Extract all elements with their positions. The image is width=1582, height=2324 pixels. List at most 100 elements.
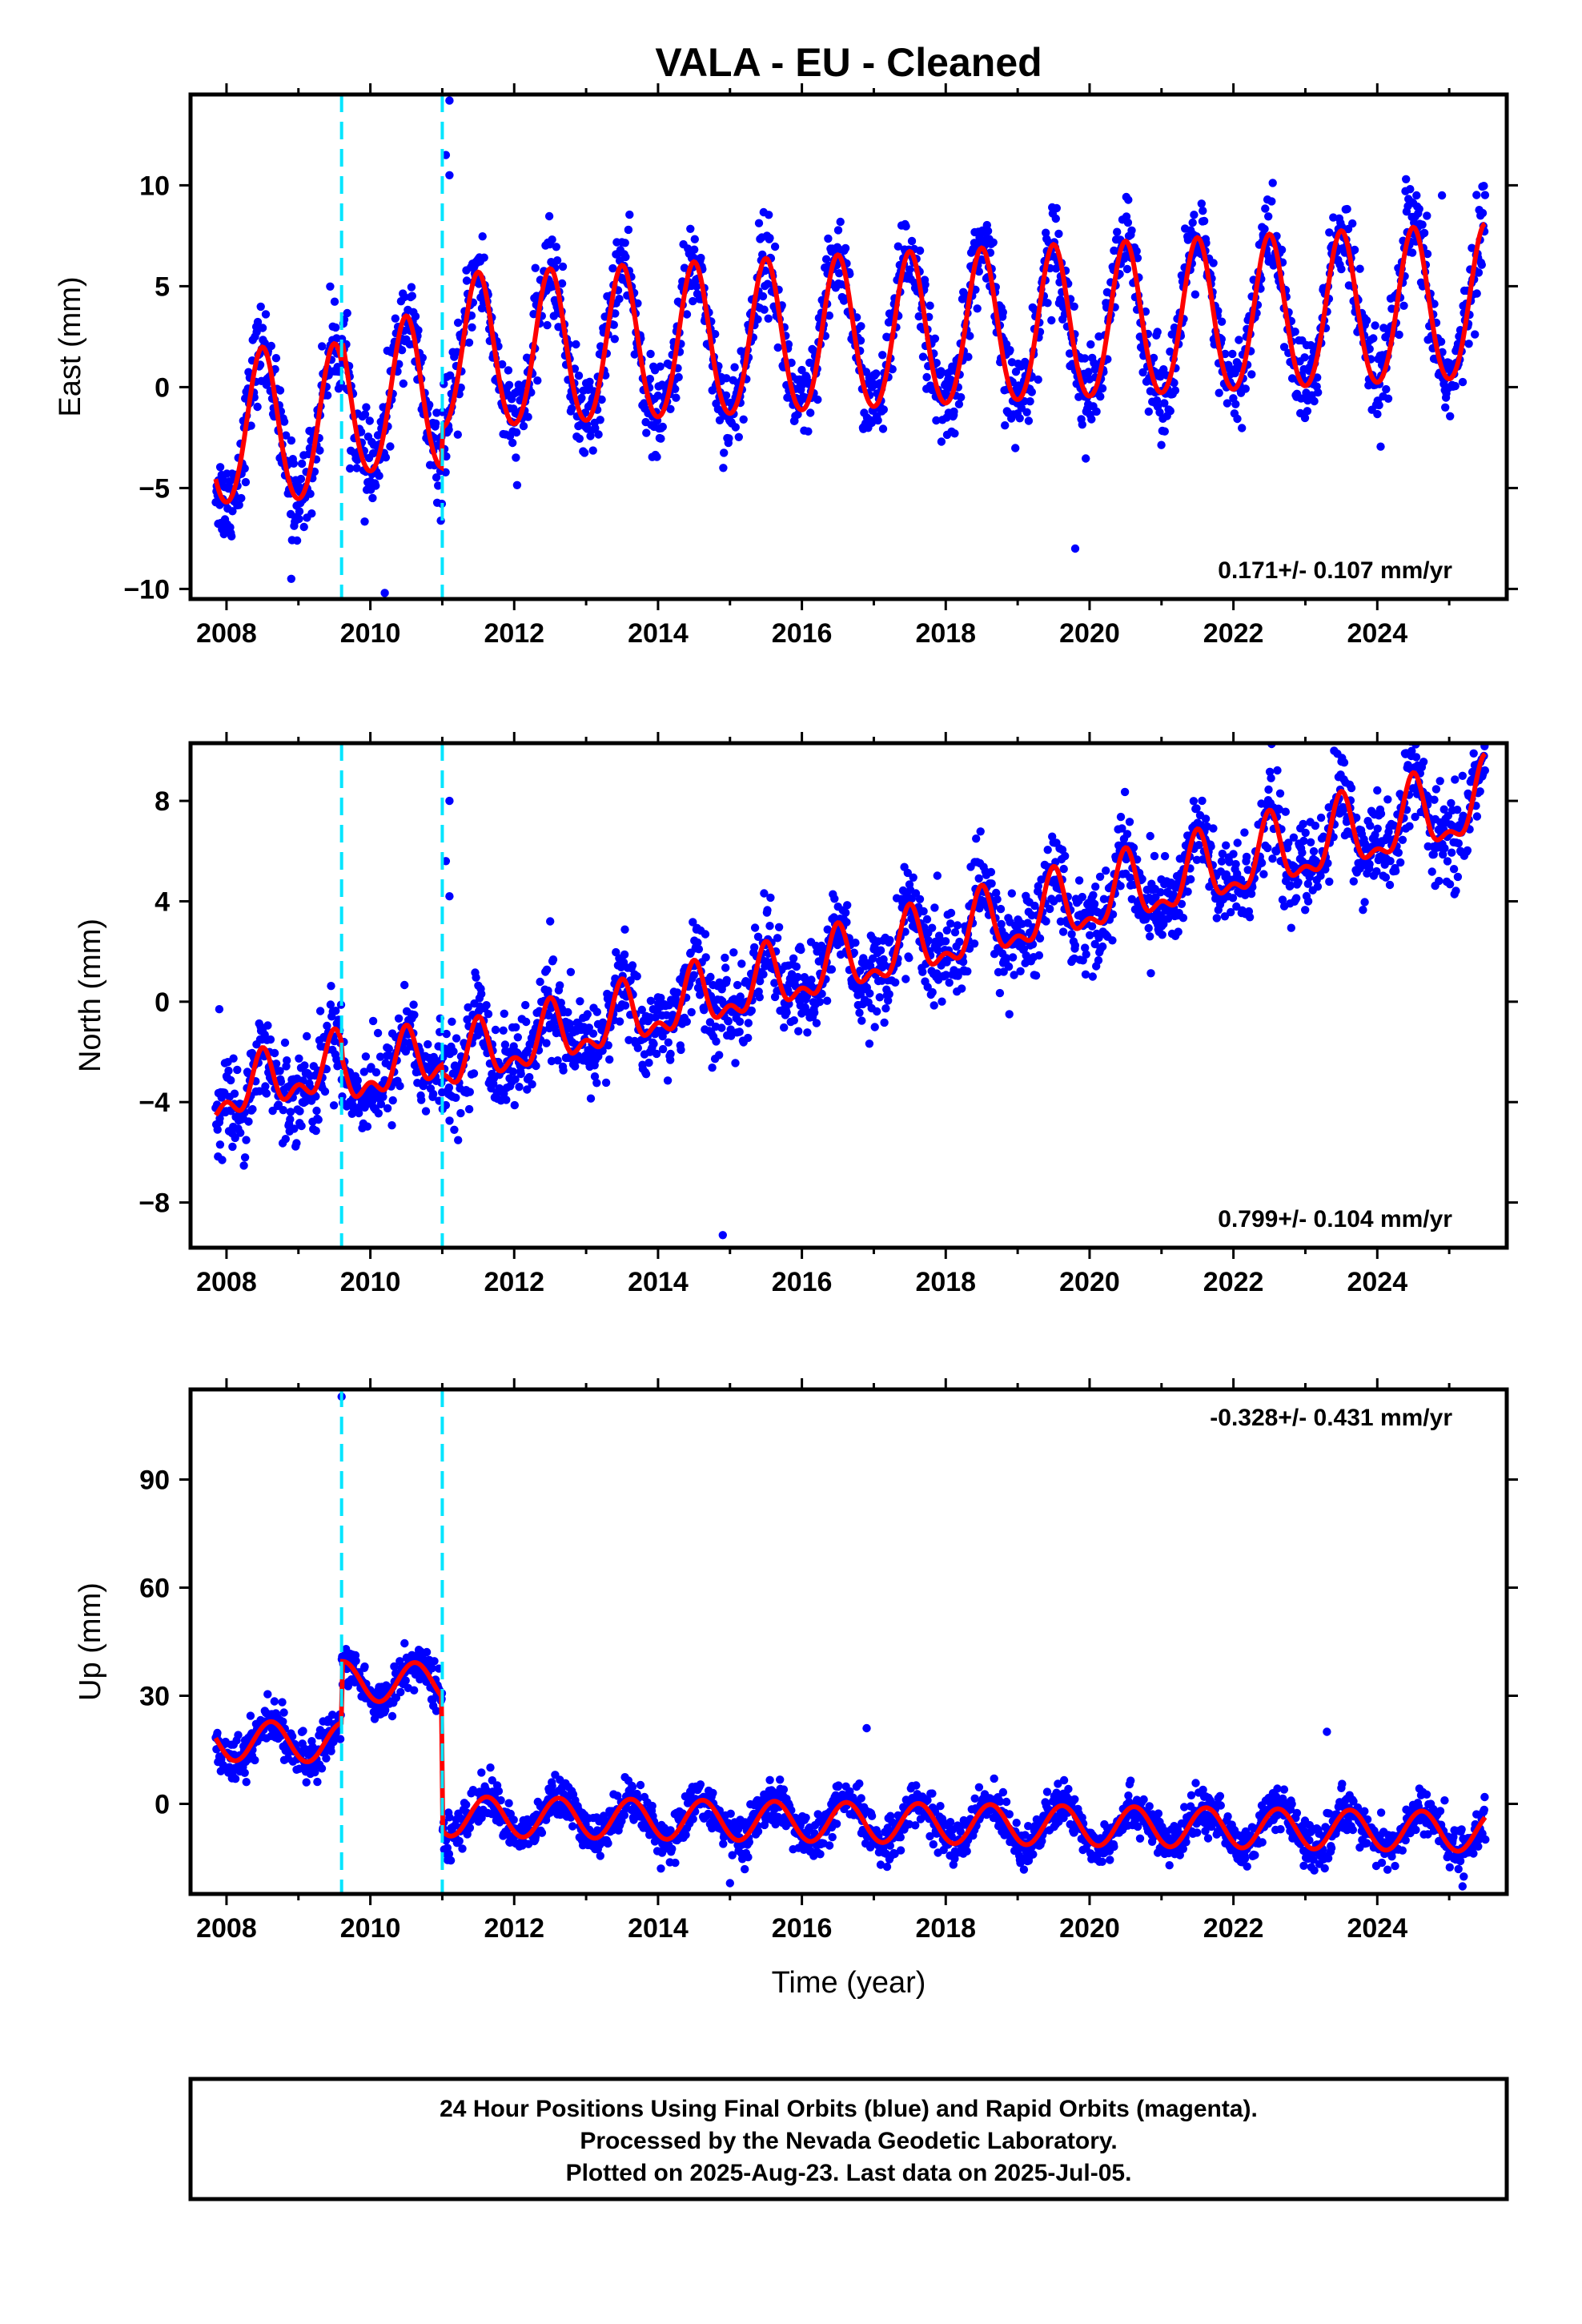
data-point: [1098, 942, 1107, 951]
data-point: [1394, 848, 1403, 858]
data-point: [1259, 870, 1268, 879]
data-point: [270, 1048, 279, 1058]
data-point: [1480, 766, 1490, 775]
x-tick-label: 2024: [1347, 1267, 1407, 1297]
data-point: [813, 947, 821, 956]
data-point: [620, 925, 629, 934]
data-point: [1035, 934, 1045, 943]
data-point: [299, 1727, 307, 1735]
data-point: [314, 1116, 323, 1124]
data-point: [1309, 846, 1319, 856]
data-point: [855, 1008, 864, 1017]
data-point: [548, 235, 556, 244]
data-point: [972, 834, 981, 843]
data-point: [1001, 421, 1010, 430]
data-point: [374, 1109, 383, 1118]
data-point: [1144, 407, 1154, 416]
data-point: [430, 1657, 439, 1666]
data-point: [256, 302, 265, 312]
data-point: [367, 1063, 375, 1072]
data-point: [1480, 726, 1488, 734]
data-point: [1463, 846, 1472, 855]
data-point: [422, 1647, 432, 1657]
data-point: [465, 1823, 475, 1832]
data-point: [1281, 807, 1291, 816]
data-point: [721, 953, 729, 963]
data-point: [1166, 407, 1175, 416]
data-point: [1314, 388, 1323, 397]
east-panel: 2008 2010 2012 2014 2016 2018 2020 2022 2024−10−…: [54, 83, 1518, 649]
data-point: [1445, 880, 1455, 889]
data-point: [1043, 299, 1052, 308]
data-point: [521, 1000, 530, 1010]
data-point: [442, 1029, 451, 1039]
data-point: [548, 955, 558, 964]
data-point: [452, 1034, 461, 1043]
data-point: [231, 1133, 239, 1143]
data-point: [360, 1662, 369, 1671]
data-point: [401, 1676, 410, 1685]
data-point: [463, 1015, 472, 1024]
data-point: [755, 993, 764, 1002]
data-point: [644, 1058, 653, 1068]
data-point: [1313, 373, 1322, 382]
data-point: [1360, 898, 1369, 907]
data-point: [228, 507, 237, 516]
data-point: [933, 871, 942, 880]
data-point: [651, 1013, 660, 1022]
data-point: [932, 416, 941, 425]
data-point: [976, 827, 985, 836]
data-point: [915, 246, 925, 255]
data-point: [297, 1121, 306, 1131]
data-point: [1480, 191, 1490, 199]
data-point: [331, 1007, 340, 1015]
data-point: [359, 1068, 368, 1076]
data-point: [724, 1017, 733, 1026]
data-point: [998, 308, 1008, 317]
data-point: [918, 352, 928, 361]
data-point: [1373, 786, 1382, 795]
data-point: [1407, 248, 1417, 257]
data-point: [1385, 880, 1395, 890]
data-point: [744, 1019, 753, 1027]
data-point: [1264, 212, 1273, 221]
data-point: [765, 922, 774, 931]
data-point: [747, 1006, 756, 1015]
data-point: [253, 402, 262, 412]
data-point: [1078, 892, 1087, 902]
data-point: [469, 1069, 479, 1078]
data-point: [1275, 789, 1285, 798]
data-point: [759, 970, 768, 979]
data-point: [274, 1100, 283, 1109]
data-point: [1350, 245, 1359, 255]
data-point: [295, 514, 303, 524]
data-point: [1144, 923, 1153, 933]
data-point: [803, 1028, 812, 1037]
data-point: [396, 1687, 405, 1697]
data-point: [444, 1083, 454, 1092]
data-point: [1365, 859, 1374, 869]
data-point: [1396, 858, 1405, 867]
data-point: [295, 1054, 303, 1063]
data-point: [410, 1011, 419, 1019]
data-point: [722, 975, 731, 985]
data-point: [773, 343, 782, 352]
data-point: [1229, 850, 1238, 858]
data-point: [804, 427, 813, 436]
data-point: [1233, 838, 1242, 847]
data-point: [693, 938, 702, 947]
data-point: [1217, 857, 1227, 866]
data-point: [300, 1061, 309, 1070]
data-point: [770, 979, 779, 987]
data-point: [1268, 854, 1277, 863]
data-point: [1153, 328, 1162, 336]
data-point: [694, 945, 704, 954]
data-point: [873, 416, 882, 425]
data-point: [1301, 828, 1310, 838]
data-point: [954, 400, 964, 408]
y-tick-label: −4: [139, 1088, 170, 1118]
data-point: [915, 895, 925, 904]
data-point: [725, 434, 733, 443]
data-point: [279, 417, 289, 426]
data-point: [930, 903, 939, 912]
